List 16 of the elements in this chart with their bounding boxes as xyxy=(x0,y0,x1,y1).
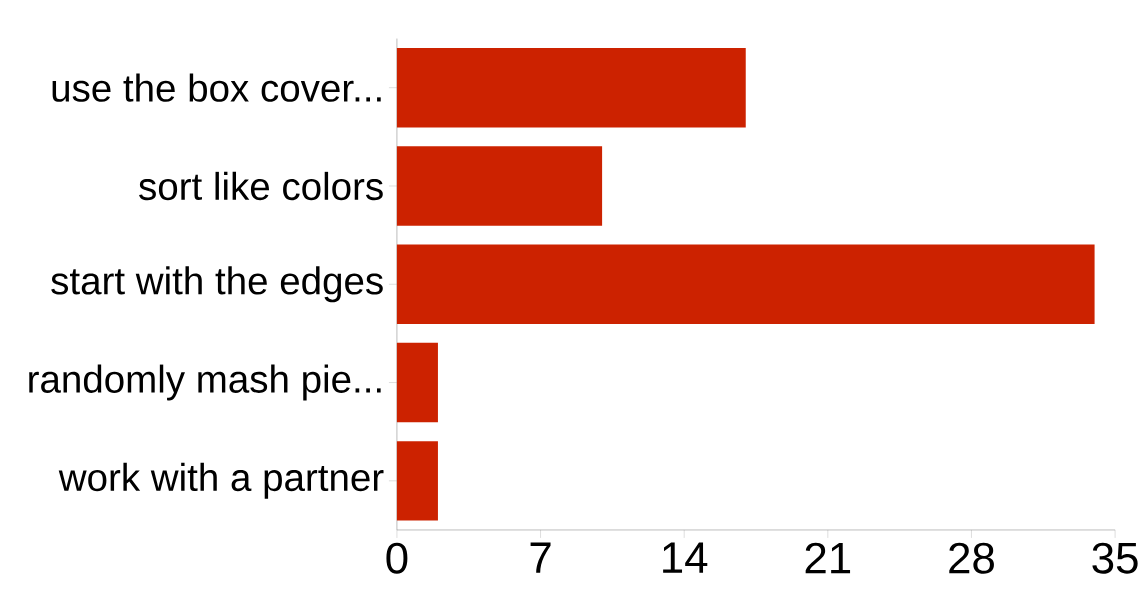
y-tick-label: start with the edges xyxy=(51,266,383,303)
bar xyxy=(396,441,438,521)
bar xyxy=(396,48,746,128)
x-tick-label: 7 xyxy=(530,542,551,573)
x-tick-label: 21 xyxy=(805,542,851,574)
x-tick-label: 28 xyxy=(949,542,994,574)
y-tick-label: use the box cover... xyxy=(52,73,381,102)
bar xyxy=(396,244,1095,324)
x-tick-label: 14 xyxy=(663,542,708,573)
bar xyxy=(396,342,438,423)
y-tick-label: work with a partner xyxy=(58,462,384,499)
x-tick-label: 0 xyxy=(386,542,408,574)
x-tick-label: 35 xyxy=(1092,542,1138,574)
y-tick-label: sort like colors xyxy=(139,171,383,201)
y-tick-label: randomly mash pie... xyxy=(29,364,381,401)
bar xyxy=(396,146,603,226)
